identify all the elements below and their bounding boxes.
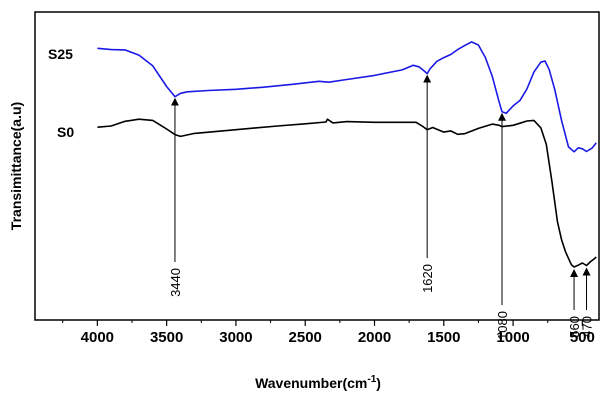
peak-label-470: 470	[580, 316, 595, 338]
y-axis-title: Transimittance(a.u)	[8, 102, 24, 230]
peak-label-1080: 1080	[495, 311, 510, 340]
x-tick-label-3500: 3500	[150, 329, 183, 346]
x-axis-title-main: Wavenumber(cm	[255, 375, 367, 391]
series-label-s0: S0	[57, 124, 74, 140]
x-axis-title-sup: -1	[367, 374, 376, 385]
x-axis-title: Wavenumber(cm-1)	[255, 374, 381, 391]
x-axis-title-end: )	[376, 375, 381, 391]
x-tick-label-1000: 1000	[496, 329, 529, 346]
x-tick-label-1500: 1500	[427, 329, 460, 346]
series-layer	[97, 41, 597, 268]
peak-label-3440: 3440	[168, 268, 183, 297]
x-tick-label-2500: 2500	[289, 329, 322, 346]
series-line-s0	[97, 118, 597, 268]
x-tick-label-2000: 2000	[358, 329, 391, 346]
peak-label-560: 560	[567, 316, 582, 338]
series-label-s25: S25	[48, 46, 73, 62]
x-axis: 4000 3500 3000 2500 2000 1500 1000 500	[62, 320, 595, 346]
x-tick-label-500: 500	[570, 329, 595, 346]
plot-frame	[34, 11, 600, 321]
peak-label-1620: 1620	[420, 264, 435, 293]
x-tick-label-4000: 4000	[81, 329, 114, 346]
series-line-s25	[97, 41, 597, 153]
x-tick-label-3000: 3000	[219, 329, 252, 346]
